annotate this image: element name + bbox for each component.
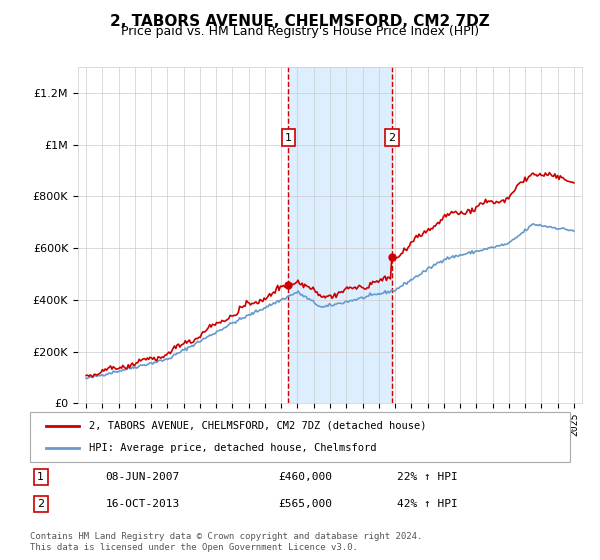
Text: 22% ↑ HPI: 22% ↑ HPI [397, 472, 458, 482]
Text: 16-OCT-2013: 16-OCT-2013 [106, 499, 180, 509]
Text: 2, TABORS AVENUE, CHELMSFORD, CM2 7DZ (detached house): 2, TABORS AVENUE, CHELMSFORD, CM2 7DZ (d… [89, 421, 427, 431]
Text: Contains HM Land Registry data © Crown copyright and database right 2024.
This d: Contains HM Land Registry data © Crown c… [30, 532, 422, 552]
Text: 42% ↑ HPI: 42% ↑ HPI [397, 499, 458, 509]
Text: 2: 2 [388, 133, 395, 143]
FancyBboxPatch shape [30, 412, 570, 462]
Text: HPI: Average price, detached house, Chelmsford: HPI: Average price, detached house, Chel… [89, 443, 377, 453]
Bar [289, 67, 392, 403]
Text: 08-JUN-2007: 08-JUN-2007 [106, 472, 180, 482]
Text: 2, TABORS AVENUE, CHELMSFORD, CM2 7DZ: 2, TABORS AVENUE, CHELMSFORD, CM2 7DZ [110, 14, 490, 29]
Text: 1: 1 [37, 472, 44, 482]
Text: 2: 2 [37, 499, 44, 509]
Text: £565,000: £565,000 [278, 499, 332, 509]
Text: 1: 1 [285, 133, 292, 143]
Text: Price paid vs. HM Land Registry's House Price Index (HPI): Price paid vs. HM Land Registry's House … [121, 25, 479, 38]
Text: £460,000: £460,000 [278, 472, 332, 482]
